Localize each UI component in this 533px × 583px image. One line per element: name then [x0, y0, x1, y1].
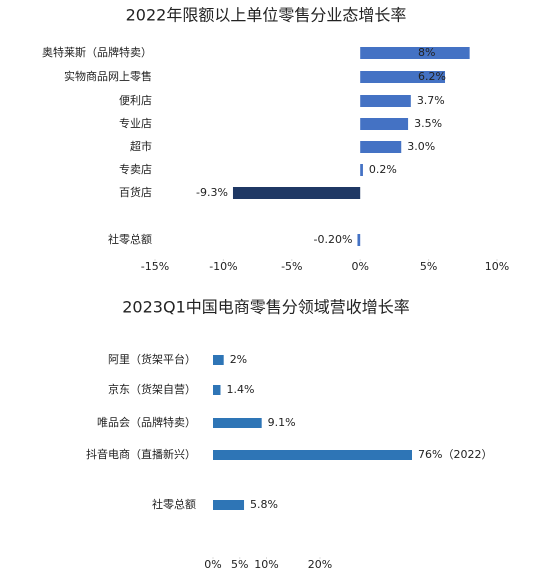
category-label: 社零总额: [108, 232, 152, 246]
x-tick-label: -15%: [141, 260, 169, 273]
x-tick-label: 0%: [204, 558, 221, 571]
value-label: 3.5%: [414, 117, 442, 130]
bar: [232, 187, 361, 199]
value-label: 0.2%: [369, 163, 397, 176]
value-label: 8%: [418, 46, 435, 59]
chart-title: 2023Q1中国电商零售分领域营收增长率: [122, 298, 410, 317]
category-label: 百货店: [119, 185, 152, 199]
value-label: 6.2%: [418, 70, 446, 83]
bars: [213, 355, 412, 510]
value-label: -0.20%: [314, 233, 353, 246]
category-label: 奥特莱斯（品牌特卖）: [42, 45, 152, 59]
bar: [213, 450, 412, 460]
x-tick-label: 5%: [231, 558, 248, 571]
category-label: 超市: [130, 139, 152, 153]
value-label: -9.3%: [196, 186, 228, 199]
value-label: 9.1%: [268, 416, 296, 429]
category-label: 专卖店: [119, 162, 152, 176]
bar: [360, 95, 411, 107]
category-label: 专业店: [119, 116, 152, 130]
category-label: 唯品会（品牌特卖）: [97, 415, 196, 429]
bar: [360, 71, 446, 83]
bar: [360, 164, 363, 176]
bar: [357, 234, 361, 246]
value-label: 2%: [230, 353, 247, 366]
x-tick-label: 10%: [485, 260, 509, 273]
x-tick-label: -10%: [209, 260, 237, 273]
bar: [213, 500, 245, 510]
category-label: 抖音电商（直播新兴）: [86, 447, 196, 461]
x-tick-label: 5%: [420, 260, 437, 273]
category-label: 阿里（货架平台）: [108, 352, 196, 366]
category-label: 便利店: [119, 93, 152, 107]
bar: [360, 141, 402, 153]
x-tick-label: -5%: [281, 260, 302, 273]
value-label: 3.7%: [417, 94, 445, 107]
category-label: 实物商品网上零售: [64, 69, 152, 83]
value-label: 5.8%: [250, 498, 278, 511]
value-label: 76%（2022）: [418, 448, 492, 461]
value-label: 1.4%: [226, 383, 254, 396]
x-tick-label: 20%: [308, 558, 332, 571]
category-label: 社零总额: [152, 497, 196, 511]
bar: [213, 355, 224, 365]
bar: [213, 385, 221, 395]
category-label: 京东（货架自营）: [108, 382, 196, 396]
bars: [232, 47, 470, 246]
value-label: 3.0%: [407, 140, 435, 153]
bar: [213, 418, 262, 428]
chart-title: 2022年限额以上单位零售分业态增长率: [126, 6, 407, 25]
bar: [360, 118, 409, 130]
x-tick-label: 0%: [351, 260, 368, 273]
x-tick-label: 10%: [254, 558, 278, 571]
bar: [360, 47, 470, 59]
